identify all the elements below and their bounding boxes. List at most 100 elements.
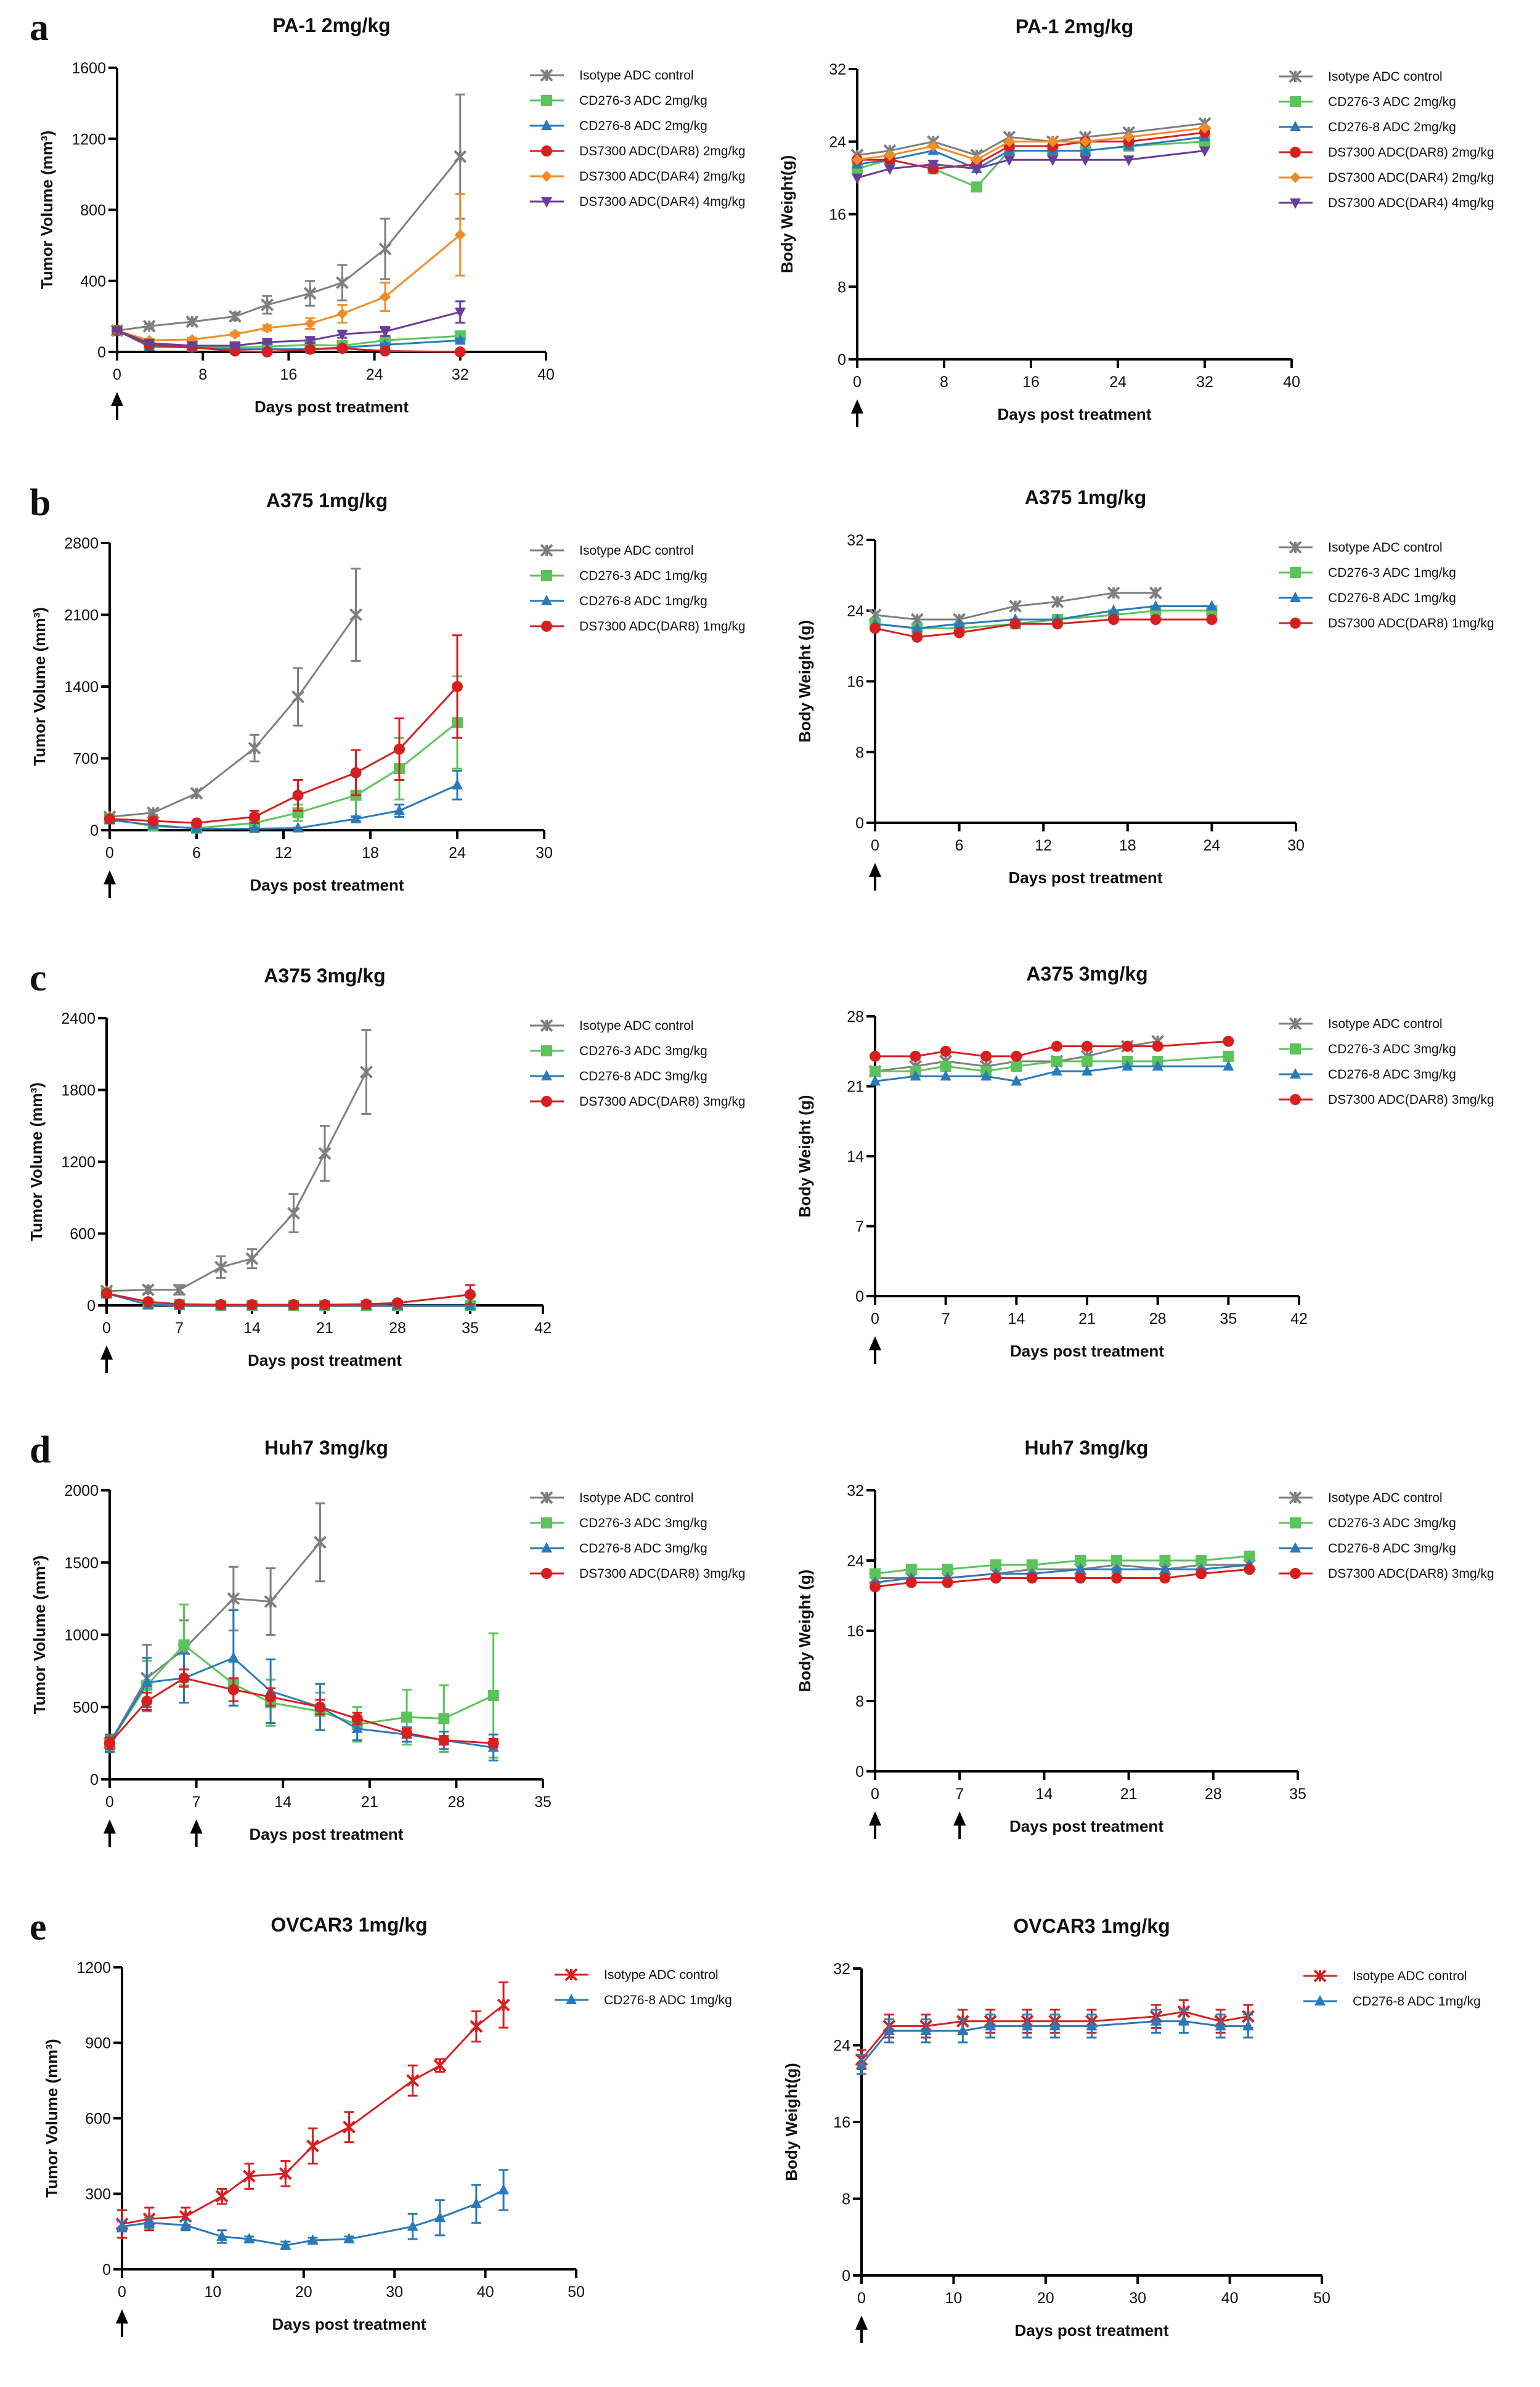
x-tick-label: 10 [204,2283,221,2301]
legend-item: Isotype ADC control [1303,1969,1467,1983]
dosing-arrow-icon [850,399,864,427]
data-point [1123,131,1135,143]
series-line [108,1541,321,1744]
x-tick-label: 30 [1129,2290,1146,2307]
x-tick-label: 30 [1287,837,1305,854]
x-tick-label: 0 [871,837,879,854]
legend-marker [540,1019,553,1032]
legend-marker [1290,567,1301,578]
legend-label: CD276-3 ADC 3mg/kg [1328,1516,1456,1530]
x-tick-label: 0 [118,2283,126,2301]
data-point [905,1577,917,1588]
data-point [280,2239,291,2250]
legend-item: CD276-8 ADC 1mg/kg [530,594,707,608]
x-tick-label: 50 [568,2283,585,2301]
panel-letter: a [30,7,49,49]
x-tick-label: 0 [105,1793,114,1811]
panel-letter: c [30,957,47,999]
data-point [261,346,273,357]
data-point [361,1299,372,1310]
data-point [350,812,362,823]
y-tick-label: 2400 [61,1010,96,1027]
legend-label: DS7300 ADC(DAR4) 2mg/kg [1328,171,1494,185]
data-point [990,1572,1001,1584]
legend-item: DS7300 ADC(DAR8) 2mg/kg [530,144,746,158]
series-line [108,1677,494,1744]
data-point [870,1568,881,1580]
legend-item: CD276-3 ADC 3mg/kg [1279,1516,1456,1530]
chart-b-body-weight: A375 1mg/kg 0 6 12 18 24 30 0 8 16 24 32 Days post t… [796,486,1494,891]
data-point [498,2184,510,2195]
chart-e-tumor-volume: e OVCAR3 1mg/kg 0 10 20 30 40 50 0 300 600 900 1200 D… [30,1906,732,2337]
data-point [910,1050,921,1062]
legend-label: CD276-8 ADC 3mg/kg [1328,1541,1456,1556]
chart-c-body-weight: A375 3mg/kg 0 7 14 21 28 35 42 0 7 14 21 28 Days post… [796,963,1494,1364]
series-0 [850,116,1212,162]
data-point [304,317,316,329]
data-point [1111,1555,1122,1566]
y-tick-label: 32 [829,61,846,78]
data-point [292,822,304,833]
data-point [927,141,939,152]
legend-marker [1290,618,1301,629]
y-tick-label: 0 [855,815,864,832]
y-tick-label: 2800 [64,535,99,552]
x-tick-label: 42 [1290,1310,1308,1328]
dosing-arrow-icon [953,1811,966,1839]
series-line [121,2004,505,2225]
y-axis-label: Tumor Volume (mm³) [30,1556,49,1715]
y-tick-label: 8 [842,2191,850,2208]
series-line [875,1055,1229,1072]
data-point [434,2211,446,2222]
chart-b-tumor-volume: b A375 1mg/kg 0 6 12 18 24 30 0 700 1400 2100 2800 Da… [30,482,746,898]
legend-marker [1290,96,1301,107]
series-3 [870,1564,1255,1593]
legend-label: DS7300 ADC(DAR8) 2mg/kg [579,144,746,158]
data-point [303,287,317,300]
x-tick-label: 12 [1035,837,1052,854]
legend-marker [541,1542,552,1553]
data-point [380,291,391,303]
legend-marker [541,1070,552,1080]
y-axis-label: Tumor Volume (mm³) [27,1082,46,1241]
data-point [1003,136,1015,147]
legend-item: DS7300 ADC(DAR4) 4mg/kg [1279,196,1494,210]
data-point [1082,1055,1093,1067]
data-point [291,690,304,704]
series-line [109,685,458,824]
series-5 [852,146,1210,184]
data-point [1049,2020,1061,2031]
legend-marker [541,621,552,632]
y-tick-label: 1800 [61,1082,96,1100]
x-axis-label: Days post treatment [1009,1817,1163,1835]
y-tick-label: 1000 [64,1627,99,1644]
data-point [190,786,203,800]
chart-e-body-weight: OVCAR3 1mg/kg 0 10 20 30 40 50 0 8 16 24 32 Days pos… [782,1915,1481,2343]
x-tick-label: 0 [853,373,862,391]
x-tick-label: 7 [942,1310,950,1328]
data-point [1026,1559,1038,1571]
chart-title: Huh7 3mg/kg [264,1437,388,1459]
x-tick-label: 32 [1196,373,1213,391]
y-axis-label: Tumor Volume (mm³) [38,131,56,290]
legend-marker [1289,1491,1302,1504]
legend-marker [540,544,553,557]
x-tick-label: 8 [940,373,948,391]
dosing-arrow-icon [110,392,124,420]
legend-item: DS7300 ADC(DAR8) 3mg/kg [1279,1093,1494,1107]
chart-title: OVCAR3 1mg/kg [271,1914,427,1936]
data-point [1152,1040,1163,1052]
legend-item: DS7300 ADC(DAR4) 4mg/kg [530,195,746,209]
series-0 [103,1502,327,1752]
data-point [1150,600,1162,611]
chart-title: A375 3mg/kg [264,965,385,987]
data-point [1108,614,1120,626]
legend-label: Isotype ADC control [1353,1969,1467,1983]
panel-letter: b [30,482,51,524]
series-line [875,1040,1229,1058]
legend-item: CD276-8 ADC 1mg/kg [555,1993,732,2007]
legend-label: CD276-3 ADC 3mg/kg [579,1044,707,1058]
x-tick-label: 40 [1221,2290,1239,2307]
legend-marker [541,95,552,106]
x-tick-label: 21 [316,1320,333,1337]
